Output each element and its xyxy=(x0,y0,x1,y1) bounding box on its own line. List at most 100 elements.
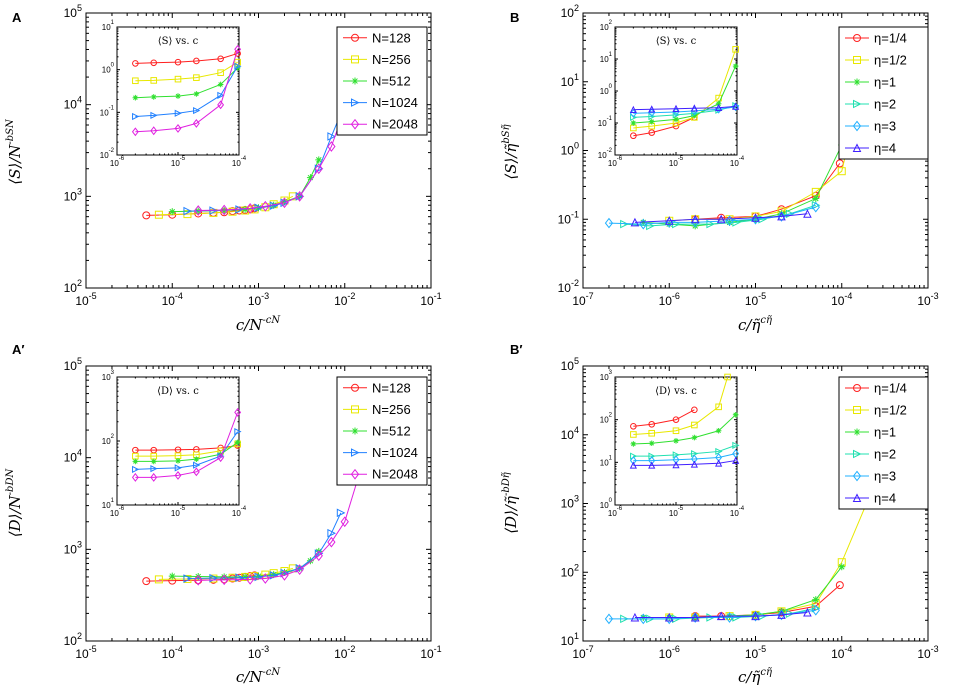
panel-b-prime-inset-title: ⟨D⟩ vs. c xyxy=(655,386,697,397)
panel-b-prime-legend-marker xyxy=(852,493,862,502)
panel-a-inset-y-tick-label: 10-2 xyxy=(100,148,115,160)
panel-b-y-tick-label: 10-1 xyxy=(558,209,579,226)
panel-b-data-point xyxy=(777,211,786,222)
panel-b-prime-inset-data-point xyxy=(630,422,637,430)
panel-b-data-point xyxy=(664,216,674,225)
panel-a-data-point xyxy=(280,198,288,206)
panel-a-prime-label: A′ xyxy=(12,342,25,357)
panel-b-inset-x-tick-label: 10-6 xyxy=(608,156,623,168)
panel-a-inset-data-point xyxy=(131,127,139,137)
panel-b-prime-data-point xyxy=(803,607,812,617)
panel-a-prime-legend-entry: N=256 xyxy=(372,402,411,417)
panel-a-data-point xyxy=(220,204,229,216)
panel-a-prime-inset-data-point xyxy=(193,456,200,462)
panel-a-prime-data-point xyxy=(336,508,346,518)
panel-b-prime-x-tick-label: 10-6 xyxy=(659,644,680,661)
panel-b-data-point xyxy=(751,213,760,222)
panel-b-inset-x-tick-label: 10-5 xyxy=(669,156,684,168)
panel-b-prime-inset-data-point xyxy=(648,420,656,428)
panel-a-prime-inset-data-point xyxy=(174,464,182,472)
panel-b-data-point xyxy=(620,219,629,229)
panel-b-prime-inset-data-point xyxy=(648,429,656,437)
panel-b-prime-inset-data-point xyxy=(673,437,679,444)
panel-b-prime-inset-data-point xyxy=(715,459,723,467)
panel-a-inset-data-point xyxy=(193,91,200,97)
panel-b-prime-inset-data-point xyxy=(691,421,698,429)
panel-a-prime-data-point xyxy=(246,574,255,585)
panel-b-inset-y-tick-label: 101 xyxy=(600,52,613,64)
panel-a-prime-legend-marker xyxy=(351,383,359,392)
panel-b-inset-data-point xyxy=(715,100,722,107)
panel-b-prime-inset-data-point xyxy=(724,373,731,381)
panel-b-prime-inset-data-point xyxy=(715,447,723,456)
panel-b-prime-inset-y-tick-label: 100 xyxy=(600,498,613,510)
panel-b-legend-marker xyxy=(853,34,861,42)
panel-a-data-point xyxy=(246,202,255,214)
panel-b-y-tick-label: 102 xyxy=(561,3,579,20)
panel-b-x-tick-label: 10-3 xyxy=(917,291,938,308)
panel-a-prime-data-point xyxy=(142,577,151,586)
panel-a-x-tick-label: 10-3 xyxy=(248,291,269,308)
panel-b-prime-data-point xyxy=(716,611,726,621)
panel-b-x-tick-label: 10-4 xyxy=(831,291,852,308)
panel-a-inset-data-point xyxy=(193,106,201,115)
panel-b-y-tick-label: 101 xyxy=(561,72,579,89)
panel-b-inset-data-point xyxy=(672,104,680,112)
panel-a-inset-data-point xyxy=(175,93,181,99)
panel-a-prime-inset-data-point xyxy=(150,465,158,473)
panel-a-data-point xyxy=(154,210,163,219)
panel-a-inset-data-point xyxy=(234,62,242,70)
panel-a-prime-legend-marker xyxy=(350,468,360,480)
panel-a-inset-x-tick-label: 10-6 xyxy=(110,156,125,168)
panel-a-prime-series-line xyxy=(198,471,361,581)
panel-b-prime-data-point xyxy=(752,611,759,619)
panel-b-prime-inset-y-tick-label: 102 xyxy=(600,413,613,425)
panel-b-prime-inset-data-point xyxy=(648,440,655,447)
panel-a-inset-data-point xyxy=(234,44,242,54)
panel-a-inset-data-point xyxy=(150,111,158,119)
panel-b-inset-data-point xyxy=(630,120,637,126)
panel-b-prime-inset-series-line xyxy=(633,414,736,445)
panel-a-prime-legend-entry: N=1024 xyxy=(372,445,418,460)
panel-a-y-tick-label: 102 xyxy=(64,278,82,295)
panel-a-prime-data-point xyxy=(183,574,193,583)
panel-a-inset-x-tick-label: 10-4 xyxy=(232,156,247,168)
panel-b-prime-y-tick-label: 101 xyxy=(561,631,579,648)
panel-a-prime-inset-data-point xyxy=(150,472,158,482)
panel-a-prime-inset-title: ⟨D⟩ vs. c xyxy=(157,386,199,397)
panel-a-label: A xyxy=(12,10,22,25)
panel-a-data-point xyxy=(327,141,336,152)
panel-b-prime-data-point xyxy=(835,581,844,590)
panel-a-inset-data-point xyxy=(217,69,224,76)
panel-b-inset-data-point xyxy=(648,108,656,118)
panel-b-x-tick-label: 10-7 xyxy=(572,291,593,308)
panel-a-prime-inset-data-point xyxy=(234,439,241,446)
panel-b-inset-data-point xyxy=(630,132,637,140)
panel-b-data-point xyxy=(691,222,699,230)
panel-a-prime-inset: 10-6 10-5 10-4 101 102 103 ⟨D⟩ vs. c xyxy=(102,370,247,518)
panel-b-prime-inset-data-point xyxy=(630,452,638,460)
panel-b-prime-inset-data-point xyxy=(732,441,740,449)
panel-b-prime-legend: η=1/4 η=1/2 η=1 η=2 η=3 η=4 xyxy=(838,376,929,510)
panel-a-inset-title: ⟨S⟩ vs. c xyxy=(158,36,199,47)
panel-a-data-point xyxy=(261,200,270,212)
panel-b-series-line xyxy=(634,213,808,223)
panel-b-prime-inset-data-point xyxy=(672,455,680,465)
panel-a-x-tick-label: 10-1 xyxy=(420,291,441,308)
panel-b-prime-inset-data-point xyxy=(672,416,680,423)
panel-a-prime-data-point xyxy=(295,564,304,576)
panel-b-legend-entry: η=3 xyxy=(874,119,896,134)
panel-a-prime-data-point xyxy=(194,574,203,586)
panel-a-inset-y-tick-label: 100 xyxy=(102,63,115,75)
panel-b-data-point xyxy=(690,214,700,224)
panel-a-prime-inset-data-point xyxy=(132,465,140,474)
panel-a-prime-data-point xyxy=(168,572,176,580)
panel-a-y-tick-label: 105 xyxy=(64,3,82,20)
panel-b-prime-inset-series-line xyxy=(633,460,736,466)
panel-b-prime-data-point xyxy=(811,604,820,616)
panel-b-prime-legend-entry: η=1/2 xyxy=(874,403,907,418)
panel-a-prime-inset-data-point xyxy=(193,461,201,469)
panel-a-prime-x-tick-label: 10-1 xyxy=(420,644,441,661)
panel-a-inset-data-point xyxy=(174,123,182,133)
panel-b-prime-inset-y-tick-label: 103 xyxy=(600,370,613,382)
